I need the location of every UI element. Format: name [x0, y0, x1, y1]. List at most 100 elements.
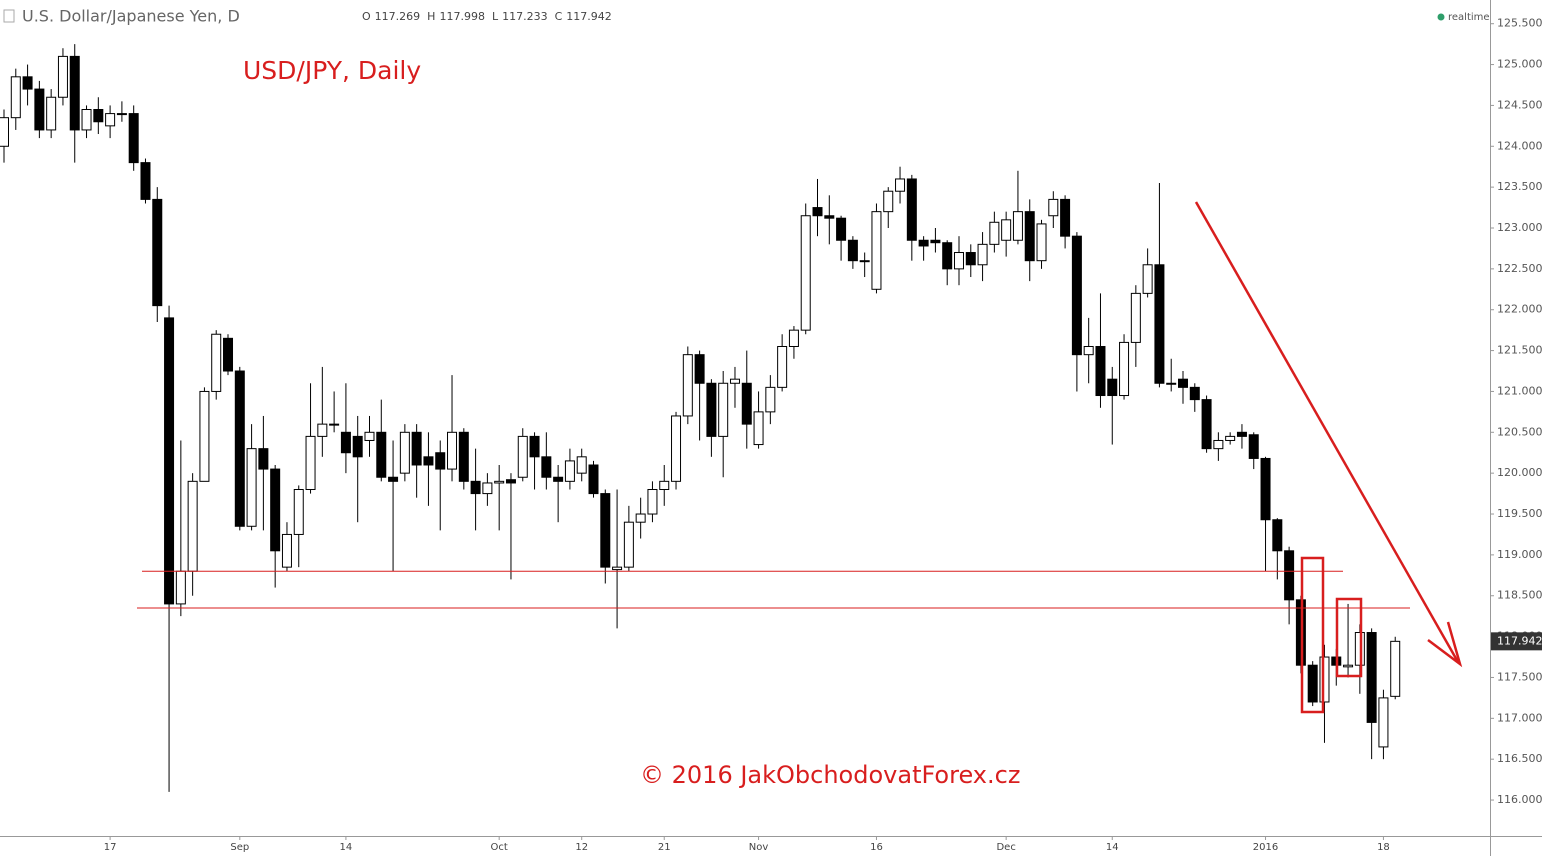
- candle-body: [482, 482, 493, 495]
- candle-body: [871, 211, 882, 290]
- candle-body: [1225, 435, 1236, 441]
- candle-body: [883, 190, 894, 213]
- candle-body: [930, 239, 941, 244]
- highlight-box: [1335, 597, 1363, 678]
- candle-body: [1119, 341, 1130, 397]
- candle-body: [718, 382, 729, 437]
- candle-body: [1378, 697, 1389, 748]
- candle-body: [152, 198, 163, 307]
- candle-body: [423, 456, 434, 466]
- candle-body: [965, 252, 976, 266]
- candle-body: [588, 464, 599, 495]
- candle-body: [1201, 399, 1212, 450]
- candle-body: [1284, 550, 1295, 601]
- ohlc-value: 117.269: [375, 10, 421, 23]
- candle-body: [281, 533, 292, 568]
- candle-body: [1060, 198, 1071, 237]
- candle-body: [918, 239, 929, 247]
- ohlc-value: 117.998: [439, 10, 485, 23]
- candle-body: [1166, 382, 1177, 385]
- candle-body: [234, 370, 245, 527]
- arrow-head: [1427, 621, 1463, 668]
- candle-body: [859, 260, 870, 263]
- candle-body: [57, 55, 68, 98]
- x-tick-label: 21: [658, 842, 671, 853]
- candle-body: [753, 411, 764, 446]
- candle-body: [34, 88, 45, 131]
- x-tick-label: Sep: [230, 842, 249, 853]
- y-tick-label: 122.500: [1497, 262, 1542, 275]
- candle-body: [541, 456, 552, 478]
- candle-body: [788, 329, 799, 347]
- candle-body: [505, 479, 516, 484]
- status: realtime: [1448, 12, 1490, 23]
- candle-body: [128, 113, 139, 164]
- candle-body: [847, 239, 858, 262]
- candle-body: [553, 476, 564, 482]
- x-tick-label: 16: [870, 842, 883, 853]
- candle-body: [612, 566, 623, 571]
- candle-body: [895, 178, 906, 192]
- candle-body: [447, 431, 458, 470]
- candle-body: [399, 431, 410, 474]
- candle-body: [1095, 345, 1106, 397]
- candle-body: [1272, 519, 1283, 552]
- candle-body: [635, 513, 646, 523]
- y-tick-label: 124.000: [1497, 139, 1542, 152]
- candle-body: [777, 345, 788, 388]
- candle-body: [140, 162, 151, 200]
- annotation: © 2016 JakObchodovatForex.cz: [640, 761, 1020, 789]
- candle-body: [93, 109, 104, 123]
- y-tick-label: 116.500: [1497, 752, 1542, 765]
- candle-body: [1319, 656, 1330, 703]
- candle-body: [647, 489, 658, 515]
- candle-body: [105, 113, 116, 127]
- y-tick-label: 118.500: [1497, 589, 1542, 602]
- trend-arrow: [1194, 201, 1460, 663]
- candle-body: [246, 448, 257, 527]
- candle-body: [0, 117, 9, 147]
- ohlc-value: 117.942: [566, 10, 612, 23]
- y-tick-label: 119.500: [1497, 507, 1542, 520]
- y-tick-label: 117.500: [1497, 670, 1542, 683]
- candle-body: [1236, 431, 1247, 437]
- candle-body: [270, 468, 281, 552]
- candle-body: [812, 207, 823, 217]
- x-tick-label: Nov: [749, 842, 769, 853]
- candle-body: [1024, 211, 1035, 262]
- candle-body: [729, 378, 740, 384]
- y-tick-label: 123.500: [1497, 180, 1542, 193]
- candle-body: [694, 354, 705, 384]
- candle-body: [706, 382, 717, 437]
- symbol-icon: [3, 9, 15, 23]
- y-tick-label: 125.500: [1497, 17, 1542, 30]
- candle-body: [953, 252, 964, 270]
- ohlc-label: L: [492, 10, 499, 23]
- candles: [0, 44, 1401, 792]
- candle-body: [989, 221, 1000, 245]
- x-tick-label: 12: [575, 842, 588, 853]
- status-dot: [1437, 13, 1445, 21]
- candle-body: [388, 476, 399, 482]
- candle-body: [317, 423, 328, 437]
- x-tick-label: 14: [340, 842, 353, 853]
- candle-body: [1213, 439, 1224, 450]
- candle-body: [977, 243, 988, 266]
- candle-body: [164, 317, 175, 605]
- candle-body: [1390, 640, 1401, 697]
- candle-body: [458, 431, 469, 482]
- ohlc-label: O: [362, 10, 371, 23]
- candle-body: [659, 480, 670, 491]
- candle-body: [576, 456, 587, 474]
- y-tick-label: 116.000: [1497, 793, 1542, 806]
- candle-body: [305, 435, 316, 491]
- candle-body: [223, 337, 234, 372]
- candle-body: [671, 415, 682, 482]
- candle-body: [494, 480, 505, 484]
- ohlc-value: 117.233: [502, 10, 548, 23]
- candle-body: [1012, 211, 1023, 241]
- candle-body: [352, 435, 363, 458]
- ohlc-header: O 117.269 H 117.998 L 117.233 C 117.942: [362, 10, 612, 23]
- annotation: USD/JPY, Daily: [243, 56, 421, 85]
